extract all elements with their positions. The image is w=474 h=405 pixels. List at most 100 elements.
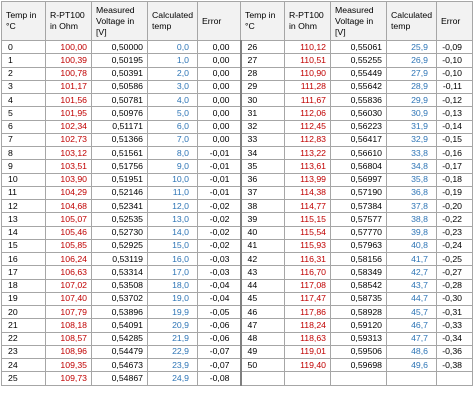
left-error-cell: 0,00 (197, 132, 241, 148)
header-calculated-left: Calculated temp (147, 1, 198, 41)
left-resistance-cell: 106,24 (45, 251, 92, 267)
left-calculated-temp-cell: 11,0 (147, 185, 198, 201)
left-calculated-temp-cell: 14,0 (147, 225, 198, 240)
left-calculated-temp-cell: 18,0 (147, 278, 198, 293)
right-voltage-cell: 0,55836 (330, 92, 387, 108)
right-resistance-cell: 116,31 (284, 251, 331, 267)
table-row: 0 100,00 0,50000 0,0 0,00 26 110,12 0,55061 25,9… (1, 39, 473, 55)
left-error-cell: 0,00 (197, 106, 241, 121)
right-calculated-temp-cell: 31,9 (386, 119, 437, 134)
table-row: 19 107,40 0,53702 19,0 -0,04 45 117,47 0,58735 4… (1, 291, 473, 307)
right-calculated-temp-cell: 45,7 (386, 304, 437, 320)
left-temp-cell: 4 (1, 92, 46, 108)
left-calculated-temp-cell: 3,0 (147, 79, 198, 95)
left-calculated-temp-cell: 12,0 (147, 198, 198, 214)
right-error-cell: -0,20 (436, 198, 473, 214)
right-error-cell: -0,11 (436, 79, 473, 95)
table-row: 24 109,35 0,54673 23,9 -0,07 50 119,40 0,59698 4… (1, 357, 473, 373)
right-error-cell: -0,10 (436, 66, 473, 81)
right-temp-cell: 45 (239, 291, 285, 307)
right-calculated-temp-cell: 42,7 (386, 265, 437, 280)
right-temp-cell: 30 (239, 92, 285, 108)
left-resistance-cell: 108,96 (45, 344, 92, 360)
table-row: 1 100,39 0,50195 1,0 0,00 27 110,51 0,55255 26,9… (1, 53, 473, 68)
left-temp-cell: 16 (1, 251, 46, 267)
right-error-cell: -0,23 (436, 225, 473, 240)
right-temp-cell: 36 (239, 172, 285, 187)
left-voltage-cell: 0,54479 (91, 344, 148, 360)
left-voltage-cell: 0,50781 (91, 92, 148, 108)
left-error-cell: 0,00 (197, 53, 241, 68)
table-row: 13 105,07 0,52535 13,0 -0,02 39 115,15 0,57577 3… (1, 212, 473, 227)
right-calculated-temp-cell: 28,9 (386, 79, 437, 95)
right-temp-cell: 27 (239, 53, 285, 68)
left-temp-cell: 9 (1, 159, 46, 174)
left-voltage-cell: 0,54867 (91, 371, 148, 386)
left-calculated-temp-cell: 5,0 (147, 106, 198, 121)
right-resistance-cell: 119,01 (284, 344, 331, 360)
left-temp-cell: 18 (1, 278, 46, 293)
right-temp-cell: 50 (239, 357, 285, 373)
left-voltage-cell: 0,52535 (91, 212, 148, 227)
left-error-cell: 0,00 (197, 39, 241, 55)
right-resistance-cell: 115,93 (284, 238, 331, 254)
left-voltage-cell: 0,50586 (91, 79, 148, 95)
header-calculated-right: Calculated temp (386, 1, 437, 41)
left-calculated-temp-cell: 13,0 (147, 212, 198, 227)
left-error-cell: -0,05 (197, 304, 241, 320)
left-temp-cell: 23 (1, 344, 46, 360)
right-resistance-cell: 114,38 (284, 185, 331, 201)
header-error-right: Error (436, 1, 473, 41)
left-error-cell: -0,06 (197, 331, 241, 346)
right-resistance-cell: 118,24 (284, 318, 331, 333)
left-resistance-cell: 100,00 (45, 39, 92, 55)
right-calculated-temp-cell: 41,7 (386, 251, 437, 267)
left-error-cell: -0,03 (197, 265, 241, 280)
left-voltage-cell: 0,51756 (91, 159, 148, 174)
left-temp-cell: 24 (1, 357, 46, 373)
right-error-cell: -0,16 (436, 145, 473, 161)
right-calculated-temp-cell: 44,7 (386, 291, 437, 307)
left-calculated-temp-cell: 2,0 (147, 66, 198, 81)
left-calculated-temp-cell: 15,0 (147, 238, 198, 254)
left-error-cell: -0,07 (197, 344, 241, 360)
left-resistance-cell: 102,34 (45, 119, 92, 134)
right-error-cell: -0,13 (436, 106, 473, 121)
left-voltage-cell: 0,52730 (91, 225, 148, 240)
left-voltage-cell: 0,53896 (91, 304, 148, 320)
right-voltage-cell: 0,58735 (330, 291, 387, 307)
left-voltage-cell: 0,53314 (91, 265, 148, 280)
right-resistance-cell: 118,63 (284, 331, 331, 346)
right-voltage-cell: 0,59506 (330, 344, 387, 360)
header-error-left: Error (197, 1, 241, 41)
left-voltage-cell: 0,50195 (91, 53, 148, 68)
left-resistance-cell: 103,51 (45, 159, 92, 174)
right-temp-cell: 47 (239, 318, 285, 333)
right-voltage-cell: 0,56417 (330, 132, 387, 148)
left-error-cell: -0,03 (197, 251, 241, 267)
right-temp-cell: 28 (239, 66, 285, 81)
right-error-cell: -0,09 (436, 39, 473, 55)
header-temp-right: Temp in °C (240, 1, 285, 41)
right-temp-cell: 33 (239, 132, 285, 148)
right-temp-cell: 31 (239, 106, 285, 121)
left-resistance-cell: 109,35 (45, 357, 92, 373)
left-calculated-temp-cell: 19,0 (147, 291, 198, 307)
left-error-cell: -0,01 (197, 185, 241, 201)
table-row: 23 108,96 0,54479 22,9 -0,07 49 119,01 0,59506 4… (1, 344, 473, 360)
right-calculated-temp-cell: 35,8 (386, 172, 437, 187)
right-resistance-cell: 116,70 (284, 265, 331, 280)
right-temp-cell (239, 371, 285, 386)
left-error-cell: -0,07 (197, 357, 241, 373)
right-temp-cell: 41 (239, 238, 285, 254)
pt100-table-container: Temp in °C R-PT100 in Ohm Measured Volta… (1, 1, 473, 386)
left-error-cell: -0,06 (197, 318, 241, 333)
left-calculated-temp-cell: 24,9 (147, 371, 198, 386)
left-resistance-cell: 105,07 (45, 212, 92, 227)
header-voltage-right: Measured Voltage in [V] (330, 1, 387, 41)
left-calculated-temp-cell: 0,0 (147, 39, 198, 55)
right-voltage-cell: 0,57190 (330, 185, 387, 201)
left-temp-cell: 21 (1, 318, 46, 333)
right-error-cell: -0,19 (436, 185, 473, 201)
header-voltage-left: Measured Voltage in [V] (91, 1, 148, 41)
